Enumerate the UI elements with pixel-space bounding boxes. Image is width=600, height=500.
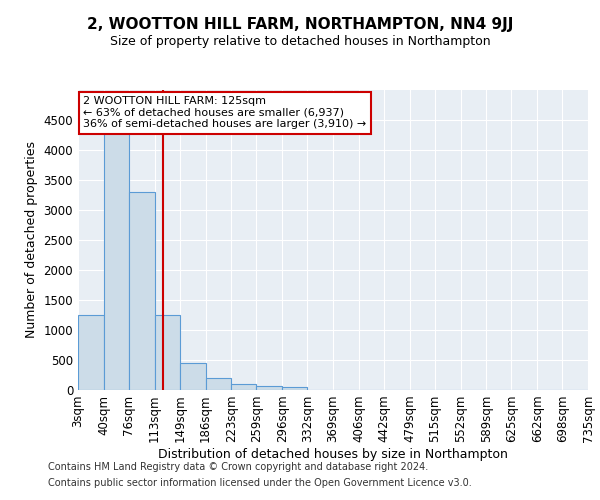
Bar [129, 192, 155, 390]
Text: Contains HM Land Registry data © Crown copyright and database right 2024.: Contains HM Land Registry data © Crown c… [48, 462, 428, 472]
X-axis label: Distribution of detached houses by size in Northampton: Distribution of detached houses by size … [158, 448, 508, 461]
Text: Size of property relative to detached houses in Northampton: Size of property relative to detached ho… [110, 35, 490, 48]
Text: Contains public sector information licensed under the Open Government Licence v3: Contains public sector information licen… [48, 478, 472, 488]
Bar [104, 129, 129, 390]
Bar [256, 386, 282, 390]
Text: 2, WOOTTON HILL FARM, NORTHAMPTON, NN4 9JJ: 2, WOOTTON HILL FARM, NORTHAMPTON, NN4 9… [87, 18, 513, 32]
Bar [78, 315, 104, 390]
Bar [205, 378, 231, 390]
Y-axis label: Number of detached properties: Number of detached properties [25, 142, 38, 338]
Bar [180, 363, 205, 390]
Bar [282, 387, 307, 390]
Bar [155, 315, 180, 390]
Bar [231, 384, 256, 390]
Text: 2 WOOTTON HILL FARM: 125sqm
← 63% of detached houses are smaller (6,937)
36% of : 2 WOOTTON HILL FARM: 125sqm ← 63% of det… [83, 96, 367, 129]
